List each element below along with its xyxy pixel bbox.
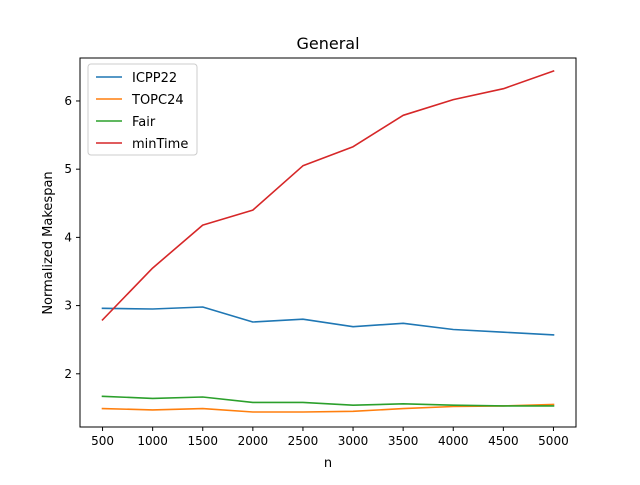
x-tick-label: 2000 — [238, 434, 269, 448]
x-tick-label: 3000 — [338, 434, 369, 448]
legend: ICPP22 TOPC24 Fair minTime — [87, 63, 198, 156]
series-line-fair — [101, 395, 555, 407]
legend-label-icpp22: ICPP22 — [132, 71, 177, 86]
y-axis: 2 3 4 5 6 — [64, 94, 80, 381]
x-tick-label: 4000 — [438, 434, 469, 448]
plot-frame — [79, 57, 577, 428]
y-axis-label: Normalized Makespan — [41, 171, 56, 314]
legend-label-fair: Fair — [132, 115, 156, 130]
x-tick-label: 1000 — [137, 434, 168, 448]
x-tick-label: 4500 — [488, 434, 519, 448]
y-tick-label: 6 — [64, 94, 72, 108]
series-line-mintime — [101, 69, 555, 322]
y-tick-label: 3 — [64, 299, 72, 313]
y-tick-label: 2 — [64, 367, 72, 381]
y-tick-label: 5 — [64, 162, 72, 176]
x-axis: 500 1000 1500 2000 2500 3000 3500 4000 4500 5000 — [91, 427, 569, 448]
x-axis-label: n — [324, 456, 332, 471]
legend-box — [87, 63, 198, 156]
y-tick-label: 4 — [64, 230, 72, 244]
x-tick-label: 2500 — [288, 434, 319, 448]
x-tick-label: 500 — [91, 434, 114, 448]
series-layer — [101, 69, 555, 413]
chart-title: General — [296, 34, 359, 53]
x-tick-label: 5000 — [538, 434, 569, 448]
series-line-icpp22 — [101, 306, 555, 336]
legend-label-topc24: TOPC24 — [131, 93, 184, 108]
x-tick-label: 1500 — [187, 434, 218, 448]
legend-label-mintime: minTime — [132, 137, 188, 152]
x-tick-label: 3500 — [388, 434, 419, 448]
